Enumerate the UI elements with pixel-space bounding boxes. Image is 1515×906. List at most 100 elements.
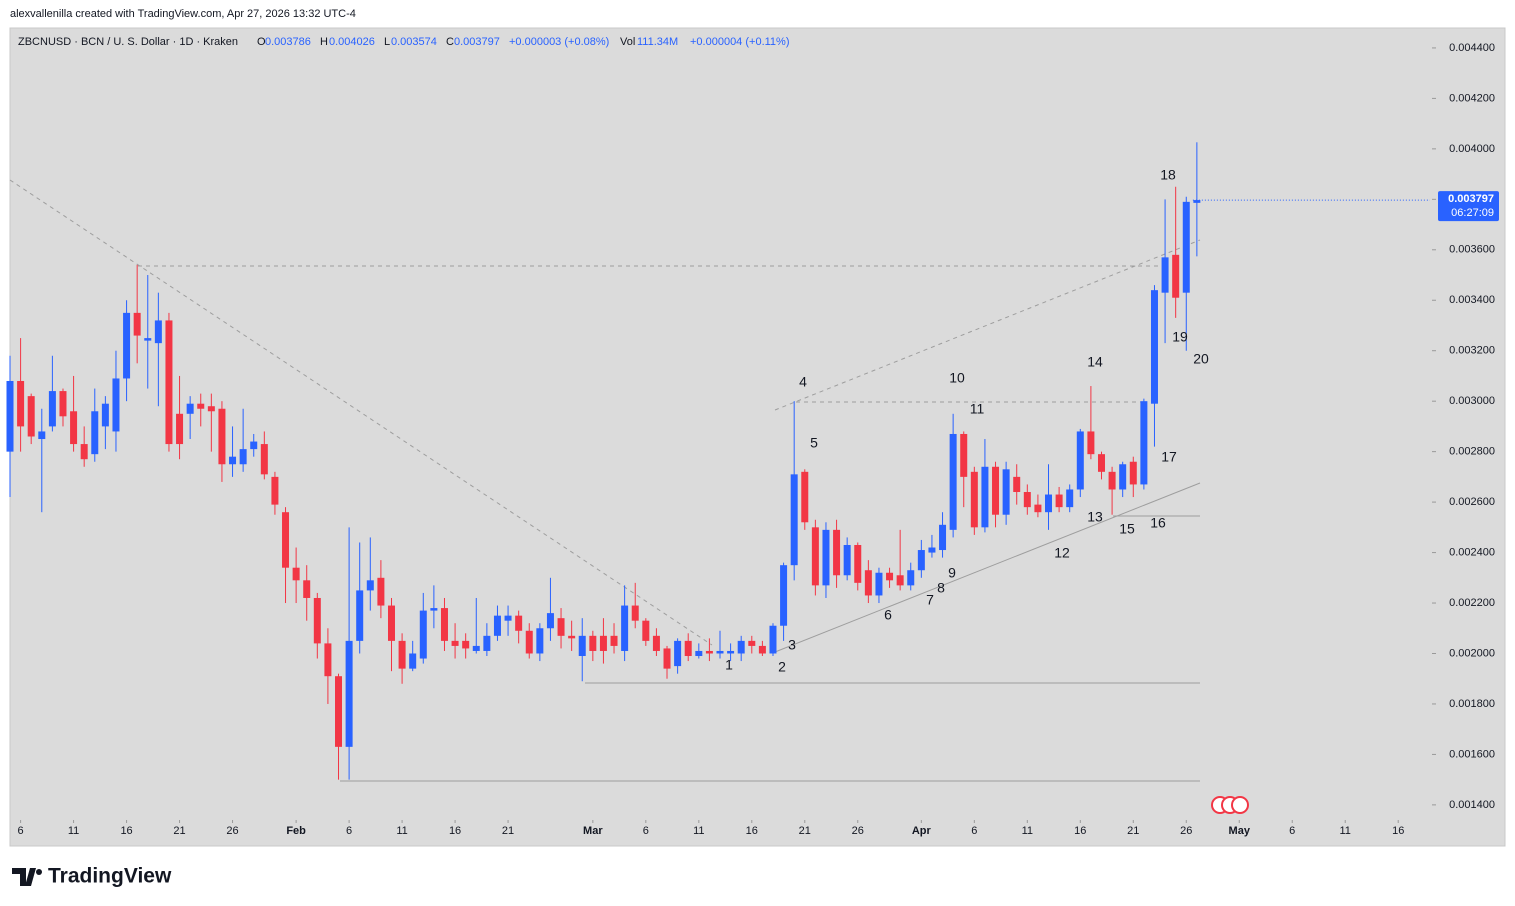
x-tick-label: 26: [852, 825, 864, 837]
candle-body: [398, 640, 406, 669]
candle-body: [981, 466, 989, 528]
y-tick-label: 0.002800: [1449, 446, 1495, 458]
candle-body: [886, 572, 894, 581]
x-tick-label: 21: [799, 825, 811, 837]
wave-label: 14: [1087, 354, 1103, 370]
candle-body: [345, 640, 353, 747]
x-tick-label: 6: [346, 825, 352, 837]
wave-label: 6: [884, 607, 892, 623]
candle-body: [91, 411, 99, 455]
x-tick-label: 11: [693, 825, 704, 837]
candle-body: [758, 645, 766, 654]
y-tick-label: 0.001400: [1449, 799, 1495, 811]
candle-body: [387, 605, 395, 641]
candle-body: [1193, 200, 1201, 203]
high-key: H: [320, 36, 328, 48]
x-tick-label: May: [1229, 825, 1251, 837]
candle-body: [546, 613, 554, 629]
candle-body: [430, 608, 438, 611]
candle-body: [1172, 254, 1180, 298]
candle-body: [939, 524, 947, 551]
candle-body: [875, 572, 883, 596]
candle-body: [610, 635, 618, 646]
candle-body: [271, 476, 279, 505]
candle-body: [462, 640, 470, 649]
candle-body: [154, 320, 162, 344]
price-tag-value: 0.003797: [1448, 193, 1494, 205]
candle-body: [928, 547, 936, 553]
x-tick-label: Feb: [286, 825, 306, 837]
candle-body: [48, 391, 56, 427]
wave-label: 11: [970, 401, 985, 417]
candle-body: [1129, 461, 1137, 485]
x-tick-label: 16: [1392, 825, 1404, 837]
candle-body: [101, 403, 109, 427]
x-tick-label: 16: [449, 825, 461, 837]
candle-body: [716, 650, 724, 654]
logo-dot: [36, 869, 42, 875]
y-tick-label: 0.004400: [1449, 42, 1495, 54]
y-tick-label: 0.001600: [1449, 748, 1495, 760]
candle-body: [525, 630, 533, 654]
candle-body: [80, 444, 88, 460]
candle-body: [907, 570, 915, 586]
candle-body: [472, 645, 480, 651]
candle-body: [38, 431, 46, 440]
wave-label: 18: [1160, 167, 1176, 183]
candle-body: [1013, 476, 1021, 493]
x-tick-label: 6: [643, 825, 649, 837]
x-tick-label: 21: [1127, 825, 1139, 837]
candle-body: [218, 408, 226, 465]
candle-body: [536, 628, 544, 654]
candle-body: [1055, 494, 1063, 508]
y-tick-label: 0.003200: [1449, 345, 1495, 357]
candle-body: [790, 474, 798, 566]
candle-body: [864, 570, 872, 596]
candle-body: [6, 380, 14, 452]
candle-body: [440, 608, 448, 641]
wave-label: 19: [1172, 329, 1188, 345]
wave-label: 20: [1193, 351, 1209, 367]
candle-body: [557, 618, 565, 636]
candle-body: [186, 403, 194, 414]
x-tick-label: 26: [1180, 825, 1192, 837]
y-tick-label: 0.004200: [1449, 92, 1495, 104]
x-tick-label: 11: [1340, 825, 1351, 837]
candle-body: [504, 615, 512, 621]
candle-body: [960, 433, 968, 477]
wave-label: 12: [1054, 545, 1070, 561]
x-tick-label: 16: [120, 825, 132, 837]
candle-body: [568, 635, 576, 639]
wave-label: 1: [725, 657, 733, 673]
wave-label: 9: [948, 565, 956, 581]
close-key: C: [446, 36, 454, 48]
plot: 0.001400 0.001600 0.001800 0.002000 0.002200…: [6, 42, 1499, 837]
candle-body: [165, 320, 173, 445]
trend-line: [774, 482, 1201, 653]
open-value: 0.003786: [265, 36, 311, 48]
candle-body: [59, 391, 67, 417]
candle-body: [144, 338, 152, 341]
candle-body: [260, 444, 268, 475]
candle-body: [896, 575, 904, 586]
wave-label: 4: [799, 374, 807, 390]
candle-body: [748, 640, 756, 646]
candle-body: [949, 433, 957, 530]
candle-body: [631, 605, 639, 621]
low-key: L: [384, 36, 390, 48]
x-tick-label: 6: [971, 825, 977, 837]
candle-body: [1108, 471, 1116, 490]
x-tick-label: 26: [226, 825, 238, 837]
wave-label: 16: [1150, 515, 1166, 531]
candle-body: [377, 577, 385, 606]
symbol: ZBCNUSD · BCN / U. S. Dollar · 1D · Krak…: [18, 36, 238, 48]
y-tick-label: 0.002200: [1449, 597, 1495, 609]
volume: 111.34M: [637, 36, 678, 48]
x-tick-label: 11: [396, 825, 407, 837]
x-tick-label: 6: [18, 825, 24, 837]
candle-body: [727, 650, 735, 654]
candle-body: [123, 312, 131, 379]
candle-body: [313, 597, 321, 644]
candle-body: [1087, 431, 1095, 455]
candle-body: [356, 590, 364, 641]
